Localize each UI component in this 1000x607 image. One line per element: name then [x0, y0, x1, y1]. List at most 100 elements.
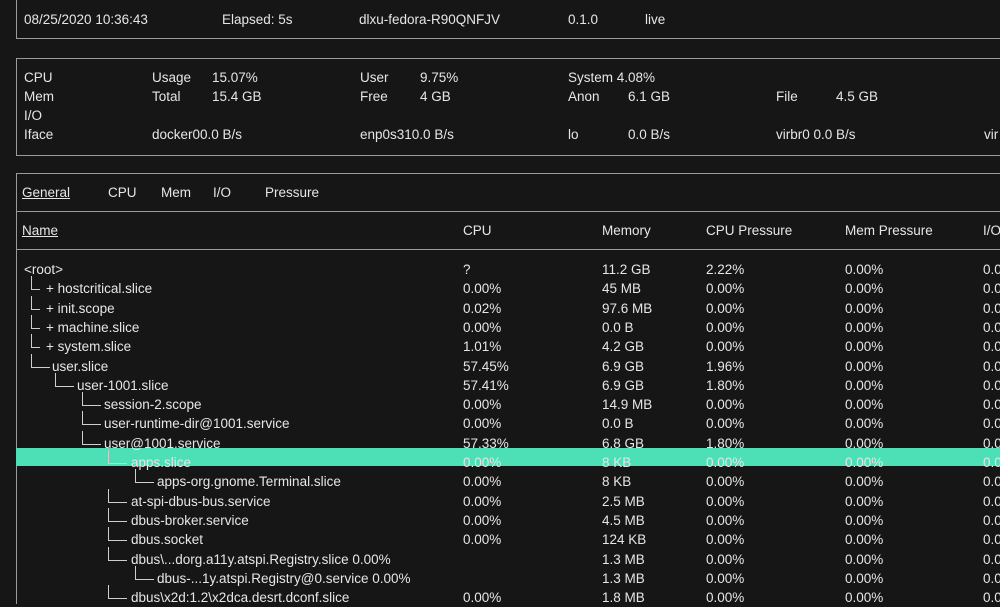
tab-mem[interactable]: Mem: [161, 185, 191, 200]
row-name: user-1001.slice: [77, 378, 169, 393]
row-io: 0.0: [983, 552, 1000, 567]
column-header-memory[interactable]: Memory: [602, 223, 651, 238]
iface-label: Iface: [24, 127, 54, 142]
header-panel: [16, 0, 1000, 39]
row-name: user.slice: [52, 359, 109, 374]
tree-connector: [82, 431, 101, 445]
row-io: 0.0: [983, 359, 1000, 374]
mem-label: Mem: [24, 89, 54, 104]
row-io: 0.0: [983, 532, 1000, 547]
datetime: 08/25/2020 10:36:43: [24, 12, 148, 27]
row-cpu-pressure: 0.00%: [706, 397, 745, 412]
row-name: + machine.slice: [46, 320, 140, 335]
row-memory: 4.2 GB: [602, 339, 645, 354]
selected-row-highlight: [16, 448, 1000, 466]
tab-cpu[interactable]: CPU: [108, 185, 137, 200]
row-mem-pressure: 0.00%: [845, 532, 884, 547]
row-cpu: 57.33%: [463, 436, 509, 451]
row-cpu-pressure: 0.00%: [706, 494, 745, 509]
row-io: 0.0: [983, 436, 1000, 451]
tree-connector: [135, 469, 154, 483]
tree-connector: [82, 392, 101, 406]
row-io: 0.0: [983, 397, 1000, 412]
row-mem-pressure: 0.00%: [845, 281, 884, 296]
cpu-system: System 4.08%: [568, 70, 656, 85]
row-cpu: 0.00%: [463, 532, 502, 547]
mem-file-label: File: [776, 89, 798, 104]
row-name: + init.scope: [46, 301, 115, 316]
header-divider: [16, 249, 1000, 250]
row-cpu: 0.00%: [463, 494, 502, 509]
row-cpu-pressure: 0.00%: [706, 320, 745, 335]
row-cpu: 57.45%: [463, 359, 509, 374]
row-cpu: 0.00%: [463, 474, 502, 489]
row-name: <root>: [24, 262, 64, 277]
tree-connector: [108, 450, 127, 464]
row-mem-pressure: 0.00%: [845, 378, 884, 393]
row-mem-pressure: 0.00%: [845, 552, 884, 567]
row-io: 0.0: [983, 416, 1000, 431]
row-cpu: 57.41%: [463, 378, 509, 393]
mem-free-value: 4 GB: [420, 89, 451, 104]
cpu-usage-value: 15.07%: [212, 70, 258, 85]
tree-connector: [55, 373, 74, 387]
row-memory: 0.0 B: [602, 416, 634, 431]
row-io: 0.0: [983, 301, 1000, 316]
row-io: 0.0: [983, 513, 1000, 528]
row-name: dbus.socket: [131, 532, 204, 547]
row-memory: 1.3 MB: [602, 571, 645, 586]
tree-connector: [108, 527, 127, 541]
tree-connector: [108, 489, 127, 503]
row-name: at-spi-dbus-bus.service: [131, 494, 271, 509]
tab-pressure[interactable]: Pressure: [265, 185, 320, 200]
row-cpu: 0.00%: [463, 416, 502, 431]
row-name: + hostcritical.slice: [46, 281, 153, 296]
row-cpu: 0.00%: [463, 590, 502, 605]
mode: live: [645, 12, 666, 27]
cgroup-panel: [16, 173, 1000, 604]
column-header-cpu[interactable]: CPU: [463, 223, 492, 238]
row-memory: 14.9 MB: [602, 397, 653, 412]
row-memory: 6.8 GB: [602, 436, 645, 451]
cpu-user-label: User: [360, 70, 389, 85]
row-mem-pressure: 0.00%: [845, 474, 884, 489]
row-mem-pressure: 0.00%: [845, 359, 884, 374]
iface-more: vir: [984, 127, 999, 142]
row-cpu: 0.00%: [463, 320, 502, 335]
row-cpu-pressure: 0.00%: [706, 571, 745, 586]
hostname: dlxu-fedora-R90QNFJV: [359, 12, 501, 27]
row-name: apps.slice: [131, 455, 192, 470]
row-mem-pressure: 0.00%: [845, 590, 884, 605]
row-name: dbus\...dorg.a11y.atspi.Registry.slice 0…: [131, 552, 391, 567]
tree-connector: [82, 411, 101, 425]
row-name: + system.slice: [46, 339, 132, 354]
row-mem-pressure: 0.00%: [845, 571, 884, 586]
column-header-mem-pressure[interactable]: Mem Pressure: [845, 223, 933, 238]
column-header-cpu-pressure[interactable]: CPU Pressure: [706, 223, 793, 238]
row-cpu-pressure: 0.00%: [706, 552, 745, 567]
row-name: user-runtime-dir@1001.service: [104, 416, 290, 431]
row-cpu: 1.01%: [463, 339, 502, 354]
row-mem-pressure: 0.00%: [845, 455, 884, 470]
column-header-name[interactable]: Name: [22, 223, 59, 238]
row-cpu-pressure: 0.00%: [706, 590, 745, 605]
row-memory: 6.9 GB: [602, 378, 645, 393]
row-memory: 1.8 MB: [602, 590, 645, 605]
row-name: dbus\x2d:1.2\x2dca.desrt.dconf.slice: [131, 590, 350, 605]
row-memory: 97.6 MB: [602, 301, 653, 316]
column-header-io[interactable]: I/O: [983, 223, 1000, 238]
tab-general[interactable]: General: [22, 185, 71, 200]
row-io: 0.0: [983, 455, 1000, 470]
row-cpu-pressure: 1.80%: [706, 378, 745, 393]
tab-io[interactable]: I/O: [213, 185, 232, 200]
row-cpu-pressure: 0.00%: [706, 416, 745, 431]
row-memory: 8 KB: [602, 455, 632, 470]
row-cpu-pressure: 0.00%: [706, 474, 745, 489]
row-io: 0.0: [983, 474, 1000, 489]
row-memory: 1.3 MB: [602, 552, 645, 567]
row-cpu: 0.00%: [463, 397, 502, 412]
row-cpu-pressure: 0.00%: [706, 281, 745, 296]
cpu-usage-label: Usage: [152, 70, 192, 85]
mem-free-label: Free: [360, 89, 388, 104]
row-io: 0.0: [983, 378, 1000, 393]
